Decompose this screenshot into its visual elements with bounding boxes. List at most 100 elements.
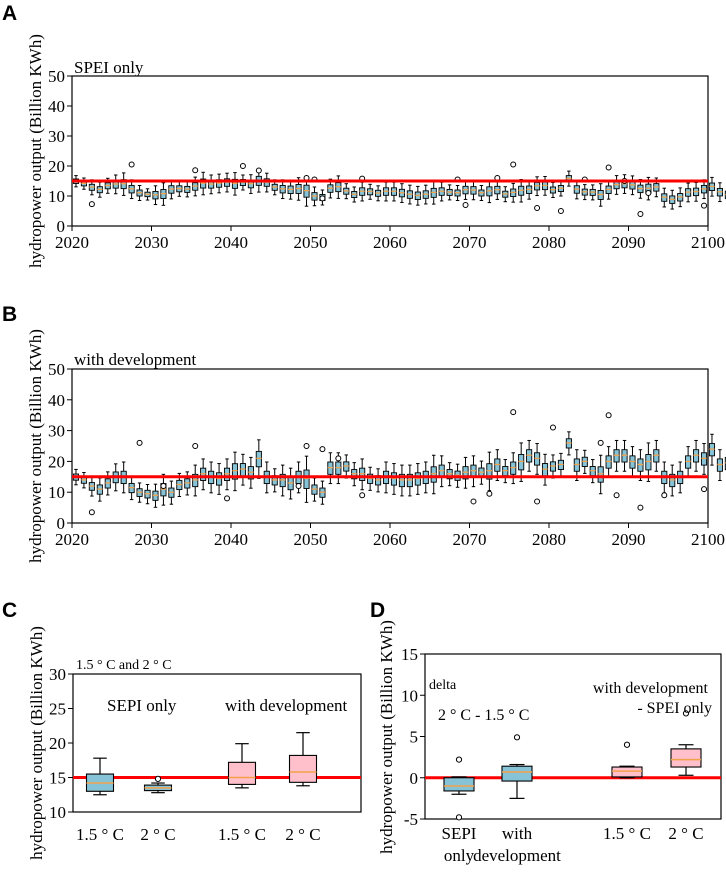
- box-2099: [700, 443, 708, 475]
- box-body: [231, 463, 239, 480]
- box-body: [443, 777, 475, 792]
- box-body: [611, 766, 643, 778]
- box-2070: [470, 180, 477, 201]
- outlier-2070: [470, 498, 477, 505]
- box-2055: [351, 186, 358, 203]
- box-body: [486, 463, 493, 480]
- outlier-2028: [136, 439, 143, 446]
- box-3: [611, 741, 643, 779]
- box-2090: [629, 446, 636, 478]
- outlier-2092: [645, 190, 652, 196]
- outlier-2022: [88, 201, 95, 208]
- box-2088: [613, 175, 620, 195]
- box-2060: [390, 463, 398, 495]
- outlier-2049: [303, 443, 310, 449]
- category-label: SEPI only: [442, 824, 477, 865]
- box-2067: [446, 462, 453, 487]
- y-tick-label: 0: [57, 514, 66, 533]
- box-2058: [375, 468, 382, 493]
- box-2033: [176, 180, 183, 197]
- box-2076: [518, 179, 525, 203]
- outlier-2072: [486, 490, 493, 497]
- x-tick-label: 2060: [373, 530, 407, 549]
- x-tick-label: 2070: [453, 233, 487, 252]
- box-2034: [184, 181, 191, 198]
- outlier-2053: [335, 455, 342, 462]
- box-2101: [716, 449, 723, 481]
- x-tick-label: 2040: [214, 530, 248, 549]
- box-1: [85, 757, 115, 796]
- x-tick-label: 2040: [214, 233, 248, 252]
- box-2100: [708, 176, 716, 197]
- panel-d-title: delta: [429, 678, 457, 693]
- outlier-2078: [534, 205, 541, 211]
- box-2062: [406, 464, 413, 497]
- panel-d-ylabel: hydropower output (Billion KWh): [377, 620, 396, 854]
- box-2029: [144, 188, 151, 201]
- panel-letter-c: C: [2, 599, 17, 622]
- y-tick-label: 20: [48, 157, 65, 176]
- box-2031: [160, 182, 167, 206]
- panel-c-group-label-1: SEPI only: [107, 696, 177, 715]
- box-2025: [112, 174, 119, 195]
- panel-c-ylabel: hydropower output (Billion KWh): [27, 626, 46, 860]
- x-tick-label: 2080: [532, 530, 566, 549]
- box-2042: [247, 174, 254, 194]
- y-tick-label: 15: [401, 645, 418, 664]
- box-2049: [303, 455, 310, 503]
- box-body: [303, 469, 310, 489]
- box-2048: [295, 177, 302, 201]
- box-2083: [573, 179, 580, 200]
- box-2047: [287, 179, 294, 200]
- outlier-2069: [462, 202, 469, 208]
- category-label: 1.5 ° C: [218, 825, 266, 844]
- outlier-2086: [597, 439, 604, 446]
- box-2077: [526, 179, 533, 200]
- box-2028: [136, 482, 143, 503]
- outlier: [682, 710, 690, 717]
- box-2064: [422, 184, 429, 205]
- category-label: 2 ° C: [285, 825, 320, 844]
- box-2057: [367, 183, 374, 200]
- panel-c-chart: 1.5 ° C and 2 ° C SEPI only with develop…: [27, 626, 362, 860]
- box-2065: [430, 181, 437, 205]
- box-2087: [605, 179, 612, 200]
- box-2024: [104, 177, 111, 194]
- box-2041: [239, 453, 246, 486]
- box-2037: [208, 174, 215, 195]
- x-tick-label: 2100: [691, 530, 725, 549]
- box-2073: [494, 449, 501, 481]
- box-2093: [653, 439, 660, 472]
- panel-b-ylabel: hydropower output (Billion KWh): [26, 329, 45, 563]
- outlier: [154, 775, 162, 782]
- y-tick-label: 50: [48, 360, 65, 379]
- outlier-2091: [637, 211, 644, 217]
- box-2031: [160, 473, 167, 506]
- panel-c-group-label-2: with development: [225, 696, 348, 715]
- outlier-2075: [510, 409, 517, 416]
- panel-letter-d: D: [370, 599, 385, 622]
- box-2088: [613, 439, 620, 472]
- box-2043: [255, 439, 262, 479]
- outlier-2022: [88, 509, 95, 516]
- box-2085: [589, 184, 596, 201]
- box-2089: [621, 439, 628, 472]
- panel-b-title: with development: [74, 350, 197, 369]
- x-tick-label: 2090: [612, 233, 646, 252]
- panel-letter-a: A: [2, 2, 17, 25]
- box-2042: [247, 456, 254, 489]
- outlier-2087: [605, 164, 612, 171]
- y-tick-label: 10: [48, 187, 65, 206]
- x-tick-label: 2060: [373, 233, 407, 252]
- box-2054: [343, 454, 350, 479]
- box-2059: [382, 181, 390, 202]
- box-body: [255, 450, 262, 468]
- box-body: [670, 748, 702, 768]
- y-tick-label: 30: [48, 127, 65, 146]
- x-tick-label: 2020: [55, 233, 89, 252]
- box-2089: [621, 174, 628, 194]
- box-2081: [557, 452, 564, 477]
- box-4: [288, 732, 318, 787]
- outlier-2039: [224, 495, 231, 502]
